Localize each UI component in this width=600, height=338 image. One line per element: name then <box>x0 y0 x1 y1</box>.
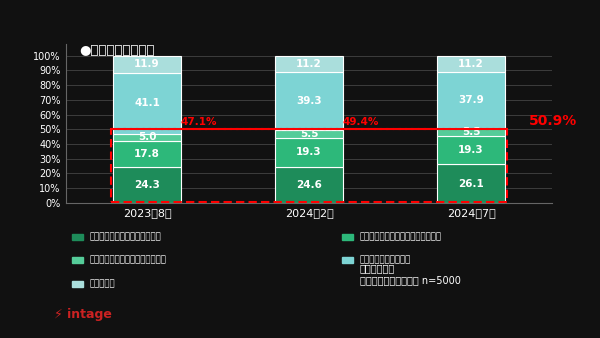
Text: 11.9: 11.9 <box>134 59 160 69</box>
Text: 家族が防災対策、自身は関与せず: 家族が防災対策、自身は関与せず <box>90 256 167 265</box>
Text: 11.2: 11.2 <box>296 59 322 69</box>
Bar <box>275 56 343 72</box>
Text: 41.1: 41.1 <box>134 98 160 108</box>
Text: 24.6: 24.6 <box>296 180 322 190</box>
Bar <box>437 72 505 128</box>
Bar <box>113 73 181 134</box>
Bar <box>437 56 505 72</box>
Text: 5.5: 5.5 <box>300 129 318 139</box>
Text: 17.8: 17.8 <box>134 149 160 159</box>
Bar <box>437 136 505 164</box>
Text: ベース：全員
サンプルサイズ：各回 n=5000: ベース：全員 サンプルサイズ：各回 n=5000 <box>360 264 461 285</box>
Text: 49.4%: 49.4% <box>343 117 379 127</box>
Text: 24.3: 24.3 <box>134 180 160 190</box>
Bar <box>275 167 343 203</box>
Text: ⚡ intage: ⚡ intage <box>54 308 112 321</box>
Text: 19.3: 19.3 <box>296 147 322 158</box>
Text: 5.0: 5.0 <box>138 132 156 142</box>
Text: 分からない: 分からない <box>90 280 116 288</box>
Bar <box>113 141 181 167</box>
Text: ●家庭での防災対策: ●家庭での防災対策 <box>79 44 154 57</box>
Bar <box>113 134 181 141</box>
Text: 主に家族が防災対策、が自身も関与: 主に家族が防災対策、が自身も関与 <box>360 232 442 241</box>
Text: 26.1: 26.1 <box>458 178 484 189</box>
Bar <box>112 129 506 202</box>
Bar <box>275 72 343 130</box>
Text: 39.3: 39.3 <box>296 96 322 106</box>
Text: 防災対策をしていない: 防災対策をしていない <box>360 256 411 265</box>
Text: 37.9: 37.9 <box>458 95 484 105</box>
Bar <box>113 55 181 73</box>
Text: 5.5: 5.5 <box>462 127 480 137</box>
Bar <box>437 164 505 203</box>
Bar <box>437 128 505 136</box>
Bar <box>113 167 181 203</box>
Text: 47.1%: 47.1% <box>181 117 217 127</box>
Bar <box>275 138 343 167</box>
Text: 50.9%: 50.9% <box>529 114 578 128</box>
Text: 11.2: 11.2 <box>458 59 484 69</box>
Bar <box>275 130 343 138</box>
Text: 主に自身が防災対策をしている: 主に自身が防災対策をしている <box>90 232 162 241</box>
Text: 19.3: 19.3 <box>458 145 484 155</box>
